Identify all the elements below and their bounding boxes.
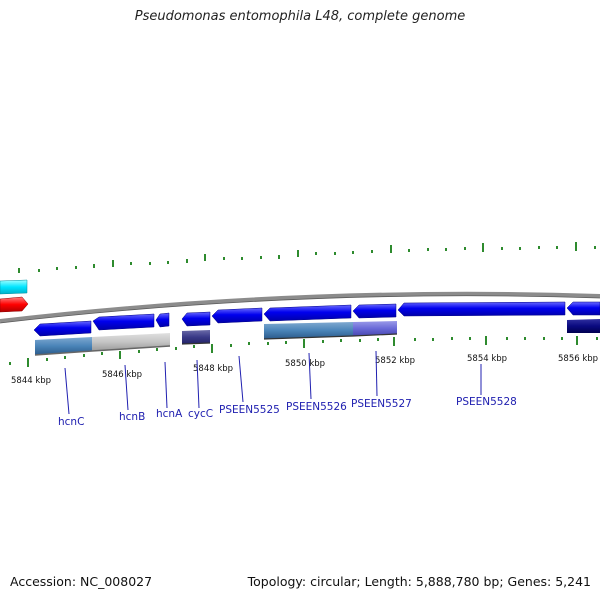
gene-arrow[interactable] (566, 301, 600, 316)
gene-arrow[interactable] (155, 312, 170, 328)
scale-label: 5852 kbp (375, 356, 415, 366)
gene-label-PSEEN5528[interactable]: PSEEN5528 (456, 396, 517, 408)
feature-bar[interactable] (182, 330, 210, 344)
cyan-feature-track[interactable] (0, 279, 28, 295)
scale-label: 5854 kbp (467, 354, 507, 364)
scale-label: 5850 kbp (285, 359, 325, 369)
inner-scale-ticks (9, 336, 598, 367)
gene-label-cycC[interactable]: cycC (188, 408, 213, 420)
feature-bar[interactable] (264, 322, 353, 339)
map-title: Pseudomonas entomophila L48, complete ge… (134, 9, 466, 24)
gene-label-hcnC[interactable]: hcnC (58, 416, 84, 428)
gene-arrows-row (33, 301, 600, 337)
gene-arrow[interactable] (211, 307, 263, 324)
gene-arrow[interactable] (33, 320, 92, 337)
scale-label: 5844 kbp (11, 376, 51, 386)
scale-label: 5848 kbp (193, 364, 233, 374)
genome-summary-text: Topology: circular; Length: 5,888,780 bp… (247, 574, 591, 589)
gene-label-PSEEN5525[interactable]: PSEEN5525 (219, 404, 280, 416)
accession-text: Accession: NC_008027 (10, 574, 153, 589)
gene-label-hcnA[interactable]: hcnA (156, 408, 183, 420)
feature-bar[interactable] (567, 319, 600, 333)
gene-arrow[interactable] (181, 311, 211, 327)
gene-label-hcnB[interactable]: hcnB (119, 411, 145, 423)
gene-label-PSEEN5526[interactable]: PSEEN5526 (286, 401, 347, 413)
gene-label-leaders (64, 350, 482, 415)
gene-label-PSEEN5527[interactable]: PSEEN5527 (351, 398, 412, 410)
gene-arrow[interactable] (263, 304, 352, 322)
feature-bar[interactable] (353, 321, 397, 336)
gene-arrow[interactable] (352, 303, 397, 319)
scale-label: 5846 kbp (102, 370, 142, 380)
red-feature-track[interactable] (0, 296, 29, 313)
feature-bars-row (34, 319, 600, 356)
scale-label: 5856 kbp (558, 354, 598, 364)
gene-arrow[interactable] (92, 313, 155, 331)
genome-backbone (0, 291, 600, 323)
gene-arrow[interactable] (397, 301, 566, 317)
outer-tick-track (18, 242, 596, 273)
feature-bar[interactable] (35, 337, 92, 355)
